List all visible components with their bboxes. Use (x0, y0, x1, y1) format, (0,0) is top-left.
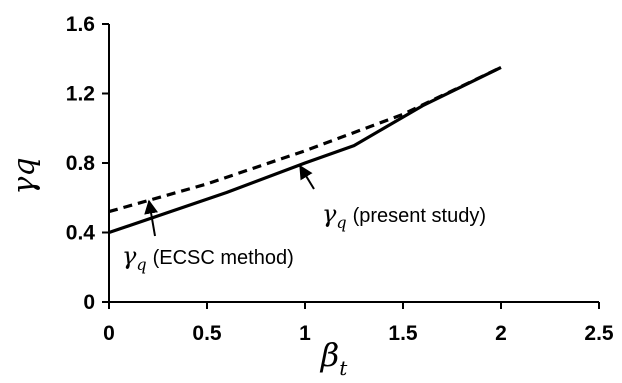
x-tick-label: 0 (103, 322, 115, 345)
annotation-present-study: γq (present study) (299, 164, 486, 232)
annotation-ecsc-subscript: q (136, 255, 146, 274)
y-tick-label: 0 (83, 291, 95, 314)
annotation-present-study-subscript: q (336, 213, 346, 232)
x-tick-label: 0.5 (192, 322, 222, 345)
y-tick-label: 1.6 (66, 13, 95, 36)
x-tick-label: 1.5 (388, 322, 418, 345)
annotation-ecsc-arrow (144, 199, 159, 237)
annotation-ecsc-text: (ECSC method) (153, 247, 294, 269)
x-tick-label: 2.5 (584, 322, 614, 345)
y-axis-title: γq (7, 157, 42, 194)
series-line-ecsc-method (108, 65, 502, 214)
svg-text:γq(present study): γq (present study) (322, 200, 486, 232)
annotation-ecsc-method: γq (ECSC method) (122, 199, 294, 274)
plot-area: 0 0.4 0.8 1.2 1.6 0 0.5 1 1.5 2 2.5 (66, 13, 614, 345)
annotation-ecsc-symbol: γ (122, 242, 137, 270)
y-tick-label: 1.2 (66, 83, 95, 106)
x-axis-title: βt (320, 336, 349, 380)
y-tick-label: 0.4 (66, 222, 96, 245)
y-tick-label: 0.8 (66, 152, 96, 175)
x-tick-label: 2 (495, 322, 507, 345)
svg-text:γq(ECSC method): γq (ECSC method) (122, 242, 294, 274)
annotation-present-study-arrow (299, 164, 315, 190)
annotation-present-study-text: (present study) (353, 205, 486, 227)
x-tick-label: 1 (299, 322, 311, 345)
annotation-present-study-symbol: γ (322, 200, 337, 228)
